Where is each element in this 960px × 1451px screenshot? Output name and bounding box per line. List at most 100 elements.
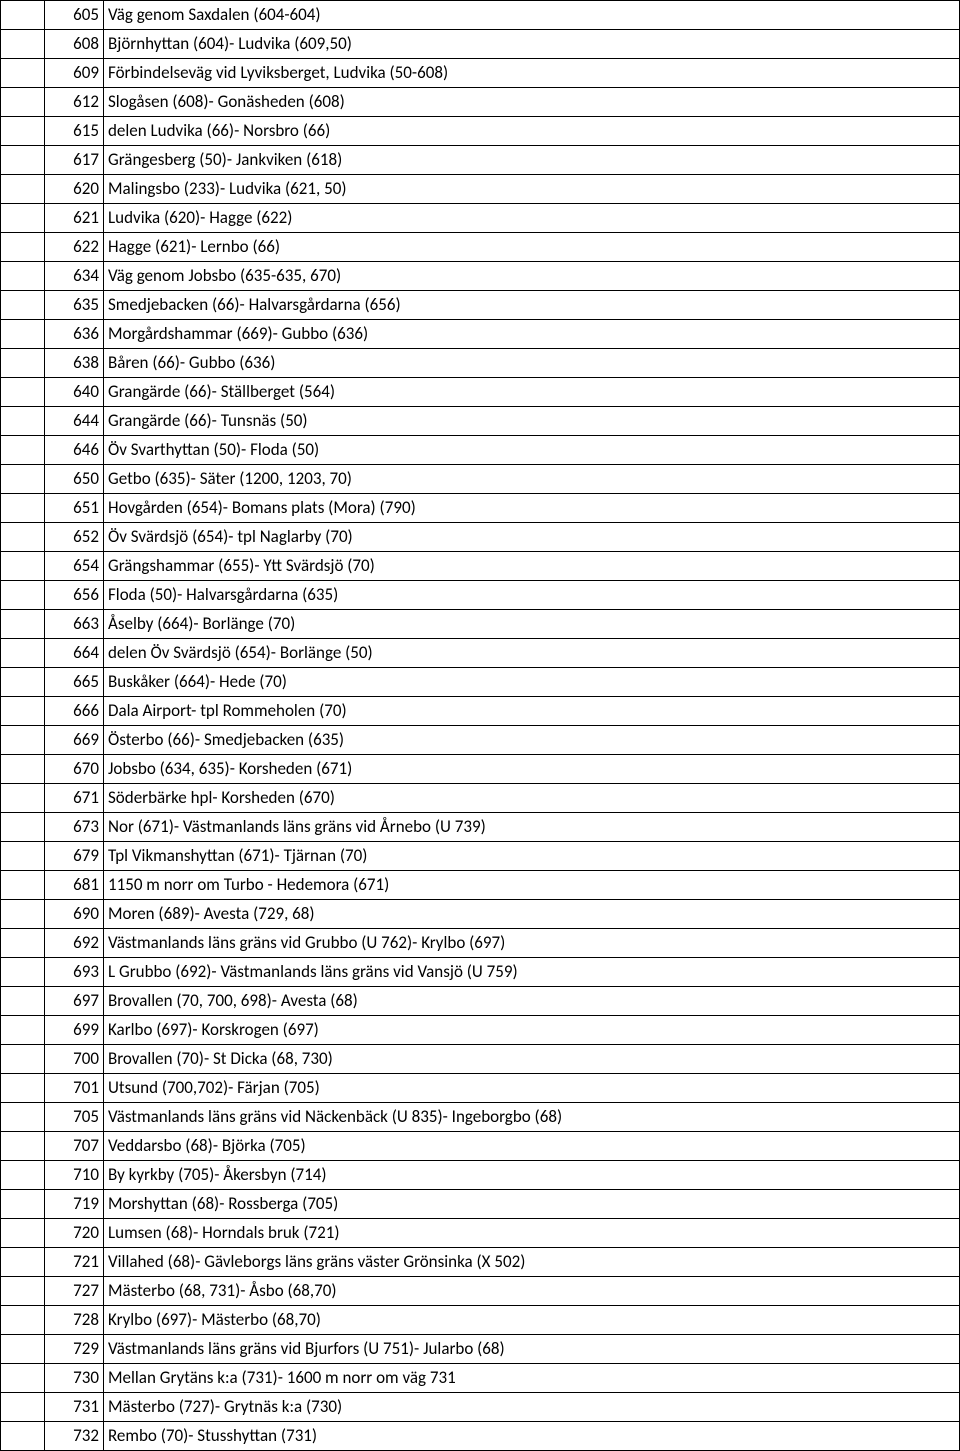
table-row: 6811150 m norr om Turbo - Hedemora (671) (1, 871, 960, 900)
table-row: 609Förbindelseväg vid Lyviksberget, Ludv… (1, 59, 960, 88)
table-row: 721Villahed (68)- Gävleborgs läns gräns … (1, 1248, 960, 1277)
road-description-cell: Söderbärke hpl- Korsheden (670) (104, 784, 960, 813)
blank-cell (1, 697, 45, 726)
road-description-cell: L Grubbo (692)- Västmanlands läns gräns … (104, 958, 960, 987)
road-number-cell: 644 (45, 407, 104, 436)
blank-cell (1, 1306, 45, 1335)
blank-cell (1, 204, 45, 233)
table-row: 710By kyrkby (705)- Åkersbyn (714) (1, 1161, 960, 1190)
blank-cell (1, 784, 45, 813)
road-description-cell: Floda (50)- Halvarsgårdarna (635) (104, 581, 960, 610)
road-number-cell: 727 (45, 1277, 104, 1306)
table-row: 656Floda (50)- Halvarsgårdarna (635) (1, 581, 960, 610)
road-description-cell: Dala Airport- tpl Rommeholen (70) (104, 697, 960, 726)
road-description-cell: By kyrkby (705)- Åkersbyn (714) (104, 1161, 960, 1190)
road-number-cell: 673 (45, 813, 104, 842)
table-row: 671Söderbärke hpl- Korsheden (670) (1, 784, 960, 813)
road-number-cell: 640 (45, 378, 104, 407)
road-description-cell: Hagge (621)- Lernbo (66) (104, 233, 960, 262)
table-row: 651Hovgården (654)- Bomans plats (Mora) … (1, 494, 960, 523)
road-number-cell: 612 (45, 88, 104, 117)
blank-cell (1, 900, 45, 929)
blank-cell (1, 813, 45, 842)
road-description-cell: Hovgården (654)- Bomans plats (Mora) (79… (104, 494, 960, 523)
road-number-cell: 690 (45, 900, 104, 929)
road-description-cell: Båren (66)- Gubbo (636) (104, 349, 960, 378)
blank-cell (1, 987, 45, 1016)
table-row: 608Björnhyttan (604)- Ludvika (609,50) (1, 30, 960, 59)
road-number-cell: 719 (45, 1190, 104, 1219)
road-number-cell: 665 (45, 668, 104, 697)
road-description-cell: Västmanlands läns gräns vid Grubbo (U 76… (104, 929, 960, 958)
road-description-cell: Krylbo (697)- Mästerbo (68,70) (104, 1306, 960, 1335)
road-description-cell: Väg genom Jobsbo (635-635, 670) (104, 262, 960, 291)
blank-cell (1, 726, 45, 755)
road-number-cell: 681 (45, 871, 104, 900)
road-description-cell: Grangärde (66)- Ställberget (564) (104, 378, 960, 407)
table-row: 732Rembo (70)- Stusshyttan (731) (1, 1422, 960, 1451)
road-number-cell: 621 (45, 204, 104, 233)
blank-cell (1, 1, 45, 30)
road-description-cell: Förbindelseväg vid Lyviksberget, Ludvika… (104, 59, 960, 88)
road-number-cell: 650 (45, 465, 104, 494)
road-number-cell: 710 (45, 1161, 104, 1190)
table-row: 635Smedjebacken (66)- Halvarsgårdarna (6… (1, 291, 960, 320)
table-row: 729Västmanlands läns gräns vid Bjurfors … (1, 1335, 960, 1364)
road-description-cell: Lumsen (68)- Horndals bruk (721) (104, 1219, 960, 1248)
blank-cell (1, 175, 45, 204)
blank-cell (1, 1190, 45, 1219)
blank-cell (1, 1103, 45, 1132)
table-row: 666Dala Airport- tpl Rommeholen (70) (1, 697, 960, 726)
table-row: 621Ludvika (620)- Hagge (622) (1, 204, 960, 233)
table-row: 640Grangärde (66)- Ställberget (564) (1, 378, 960, 407)
road-number-cell: 609 (45, 59, 104, 88)
road-description-cell: Väg genom Saxdalen (604-604) (104, 1, 960, 30)
road-description-cell: Öv Svärdsjö (654)- tpl Naglarby (70) (104, 523, 960, 552)
table-body: 605Väg genom Saxdalen (604-604)608Björnh… (1, 1, 960, 1451)
blank-cell (1, 842, 45, 871)
table-row: 701Utsund (700,702)- Färjan (705) (1, 1074, 960, 1103)
blank-cell (1, 1393, 45, 1422)
blank-cell (1, 233, 45, 262)
table-row: 679Tpl Vikmanshyttan (671)- Tjärnan (70) (1, 842, 960, 871)
road-description-cell: Veddarsbo (68)- Björka (705) (104, 1132, 960, 1161)
road-number-cell: 671 (45, 784, 104, 813)
blank-cell (1, 1364, 45, 1393)
road-number-cell: 697 (45, 987, 104, 1016)
road-number-cell: 721 (45, 1248, 104, 1277)
blank-cell (1, 320, 45, 349)
blank-cell (1, 610, 45, 639)
road-description-cell: Brovallen (70, 700, 698)- Avesta (68) (104, 987, 960, 1016)
table-row: 707Veddarsbo (68)- Björka (705) (1, 1132, 960, 1161)
table-row: 692Västmanlands läns gräns vid Grubbo (U… (1, 929, 960, 958)
blank-cell (1, 639, 45, 668)
table-row: 638Båren (66)- Gubbo (636) (1, 349, 960, 378)
road-number-cell: 699 (45, 1016, 104, 1045)
road-description-cell: Rembo (70)- Stusshyttan (731) (104, 1422, 960, 1451)
blank-cell (1, 262, 45, 291)
table-row: 664delen Öv Svärdsjö (654)- Borlänge (50… (1, 639, 960, 668)
road-description-cell: Grängshammar (655)- Ytt Svärdsjö (70) (104, 552, 960, 581)
road-number-cell: 669 (45, 726, 104, 755)
table-row: 705Västmanlands läns gräns vid Näckenbäc… (1, 1103, 960, 1132)
road-description-cell: Mästerbo (727)- Grytnäs k:a (730) (104, 1393, 960, 1422)
table-row: 620Malingsbo (233)- Ludvika (621, 50) (1, 175, 960, 204)
table-row: 719Morshyttan (68)- Rossberga (705) (1, 1190, 960, 1219)
blank-cell (1, 958, 45, 987)
table-row: 727Mästerbo (68, 731)- Åsbo (68,70) (1, 1277, 960, 1306)
table-row: 605Väg genom Saxdalen (604-604) (1, 1, 960, 30)
road-number-cell: 634 (45, 262, 104, 291)
table-row: 615delen Ludvika (66)- Norsbro (66) (1, 117, 960, 146)
road-number-cell: 635 (45, 291, 104, 320)
road-number-cell: 732 (45, 1422, 104, 1451)
road-number-cell: 664 (45, 639, 104, 668)
road-number-cell: 620 (45, 175, 104, 204)
road-table: 605Väg genom Saxdalen (604-604)608Björnh… (0, 0, 960, 1451)
road-number-cell: 605 (45, 1, 104, 30)
table-row: 663Åselby (664)- Borlänge (70) (1, 610, 960, 639)
table-row: 670Jobsbo (634, 635)- Korsheden (671) (1, 755, 960, 784)
blank-cell (1, 378, 45, 407)
road-description-cell: Morshyttan (68)- Rossberga (705) (104, 1190, 960, 1219)
blank-cell (1, 146, 45, 175)
table-row: 652Öv Svärdsjö (654)- tpl Naglarby (70) (1, 523, 960, 552)
